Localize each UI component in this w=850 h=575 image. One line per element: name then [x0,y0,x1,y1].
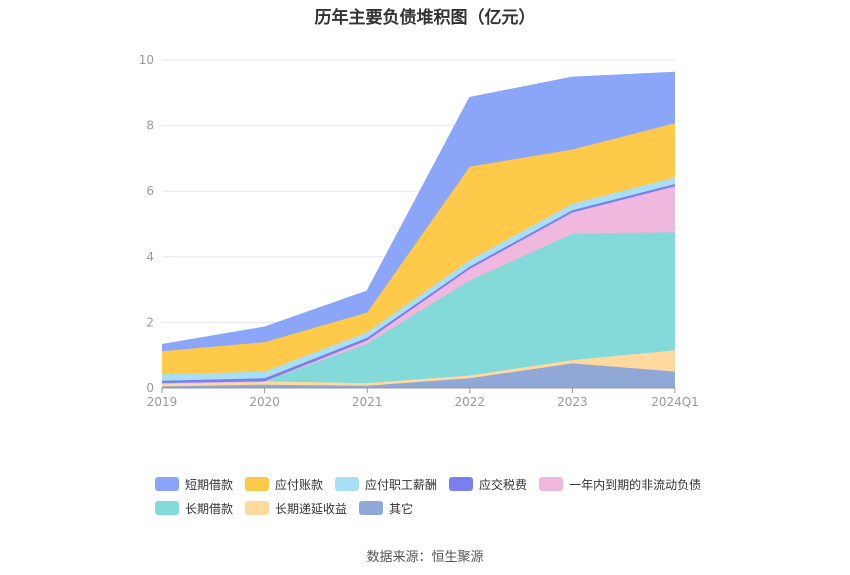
legend-item[interactable]: 长期借款 [155,500,233,517]
area-layer [161,71,676,388]
legend-label: 应交税费 [479,477,528,492]
x-tick-label: 2022 [455,395,486,409]
legend-label: 短期借款 [185,477,234,492]
legend-swatch [155,501,179,515]
legend-label: 应付职工薪酬 [365,477,438,492]
area-series-2 [162,232,675,384]
legend-label: 应付账款 [275,477,324,492]
legend-swatch [245,477,270,491]
legend-swatch [449,477,474,491]
legend-item[interactable]: 长期递延收益 [245,500,347,517]
legend-item[interactable]: 一年内到期的非流动负债 [539,476,701,493]
x-tick-label: 2024Q1 [651,395,699,409]
area-series-7 [162,72,675,352]
area-series-6 [162,123,675,375]
area-series-line-7 [161,71,676,346]
legend-item[interactable]: 应交税费 [449,476,527,493]
legend-swatch [359,501,384,515]
x-tick-label: 2019 [147,395,178,409]
legend-row-2: 长期借款 长期递延收益 其它 [155,496,755,520]
legend-label: 一年内到期的非流动负债 [569,477,702,492]
legend-label: 长期借款 [185,501,234,516]
legend-swatch [245,501,270,515]
legend-label: 长期递延收益 [275,501,348,516]
source-note: 数据来源：恒生聚源 [366,550,484,565]
y-tick-label: 10 [139,53,154,67]
legend-swatch [539,477,564,491]
legend-row-1: 短期借款 应付账款 应付职工薪酬 应交税费 一年内到期的非流动负债 [155,472,755,496]
legend-swatch [155,477,179,491]
chart-plot: 0 2 4 6 8 10 2019 2020 2021 2022 2023 2024Q1 [139,53,699,409]
x-tick-label: 2021 [352,395,383,409]
y-tick-label: 0 [146,381,154,395]
x-tick-label: 2023 [557,395,588,409]
legend-item[interactable]: 其它 [359,500,413,517]
legend: 短期借款 应付账款 应付职工薪酬 应交税费 一年内到期的非流动负债 长期借款 长期递延收益… [155,472,755,520]
legend-item[interactable]: 应付职工薪酬 [335,476,437,493]
axis-layer: 0 2 4 6 8 10 2019 2020 2021 2022 2023 2024Q1 [139,53,699,409]
area-series-0 [162,363,675,388]
chart-title: 历年主要负债堆积图（亿元） [314,8,536,28]
legend-swatch [335,477,360,491]
y-tick-label: 4 [146,250,154,264]
area-series-3 [162,186,675,384]
x-tick-label: 2020 [249,395,280,409]
legend-item[interactable]: 短期借款 [155,476,233,493]
y-tick-label: 8 [146,119,154,133]
legend-item[interactable]: 应付账款 [245,476,323,493]
y-tick-label: 2 [146,315,154,329]
legend-label: 其它 [389,501,414,516]
y-tick-label: 6 [146,184,154,198]
